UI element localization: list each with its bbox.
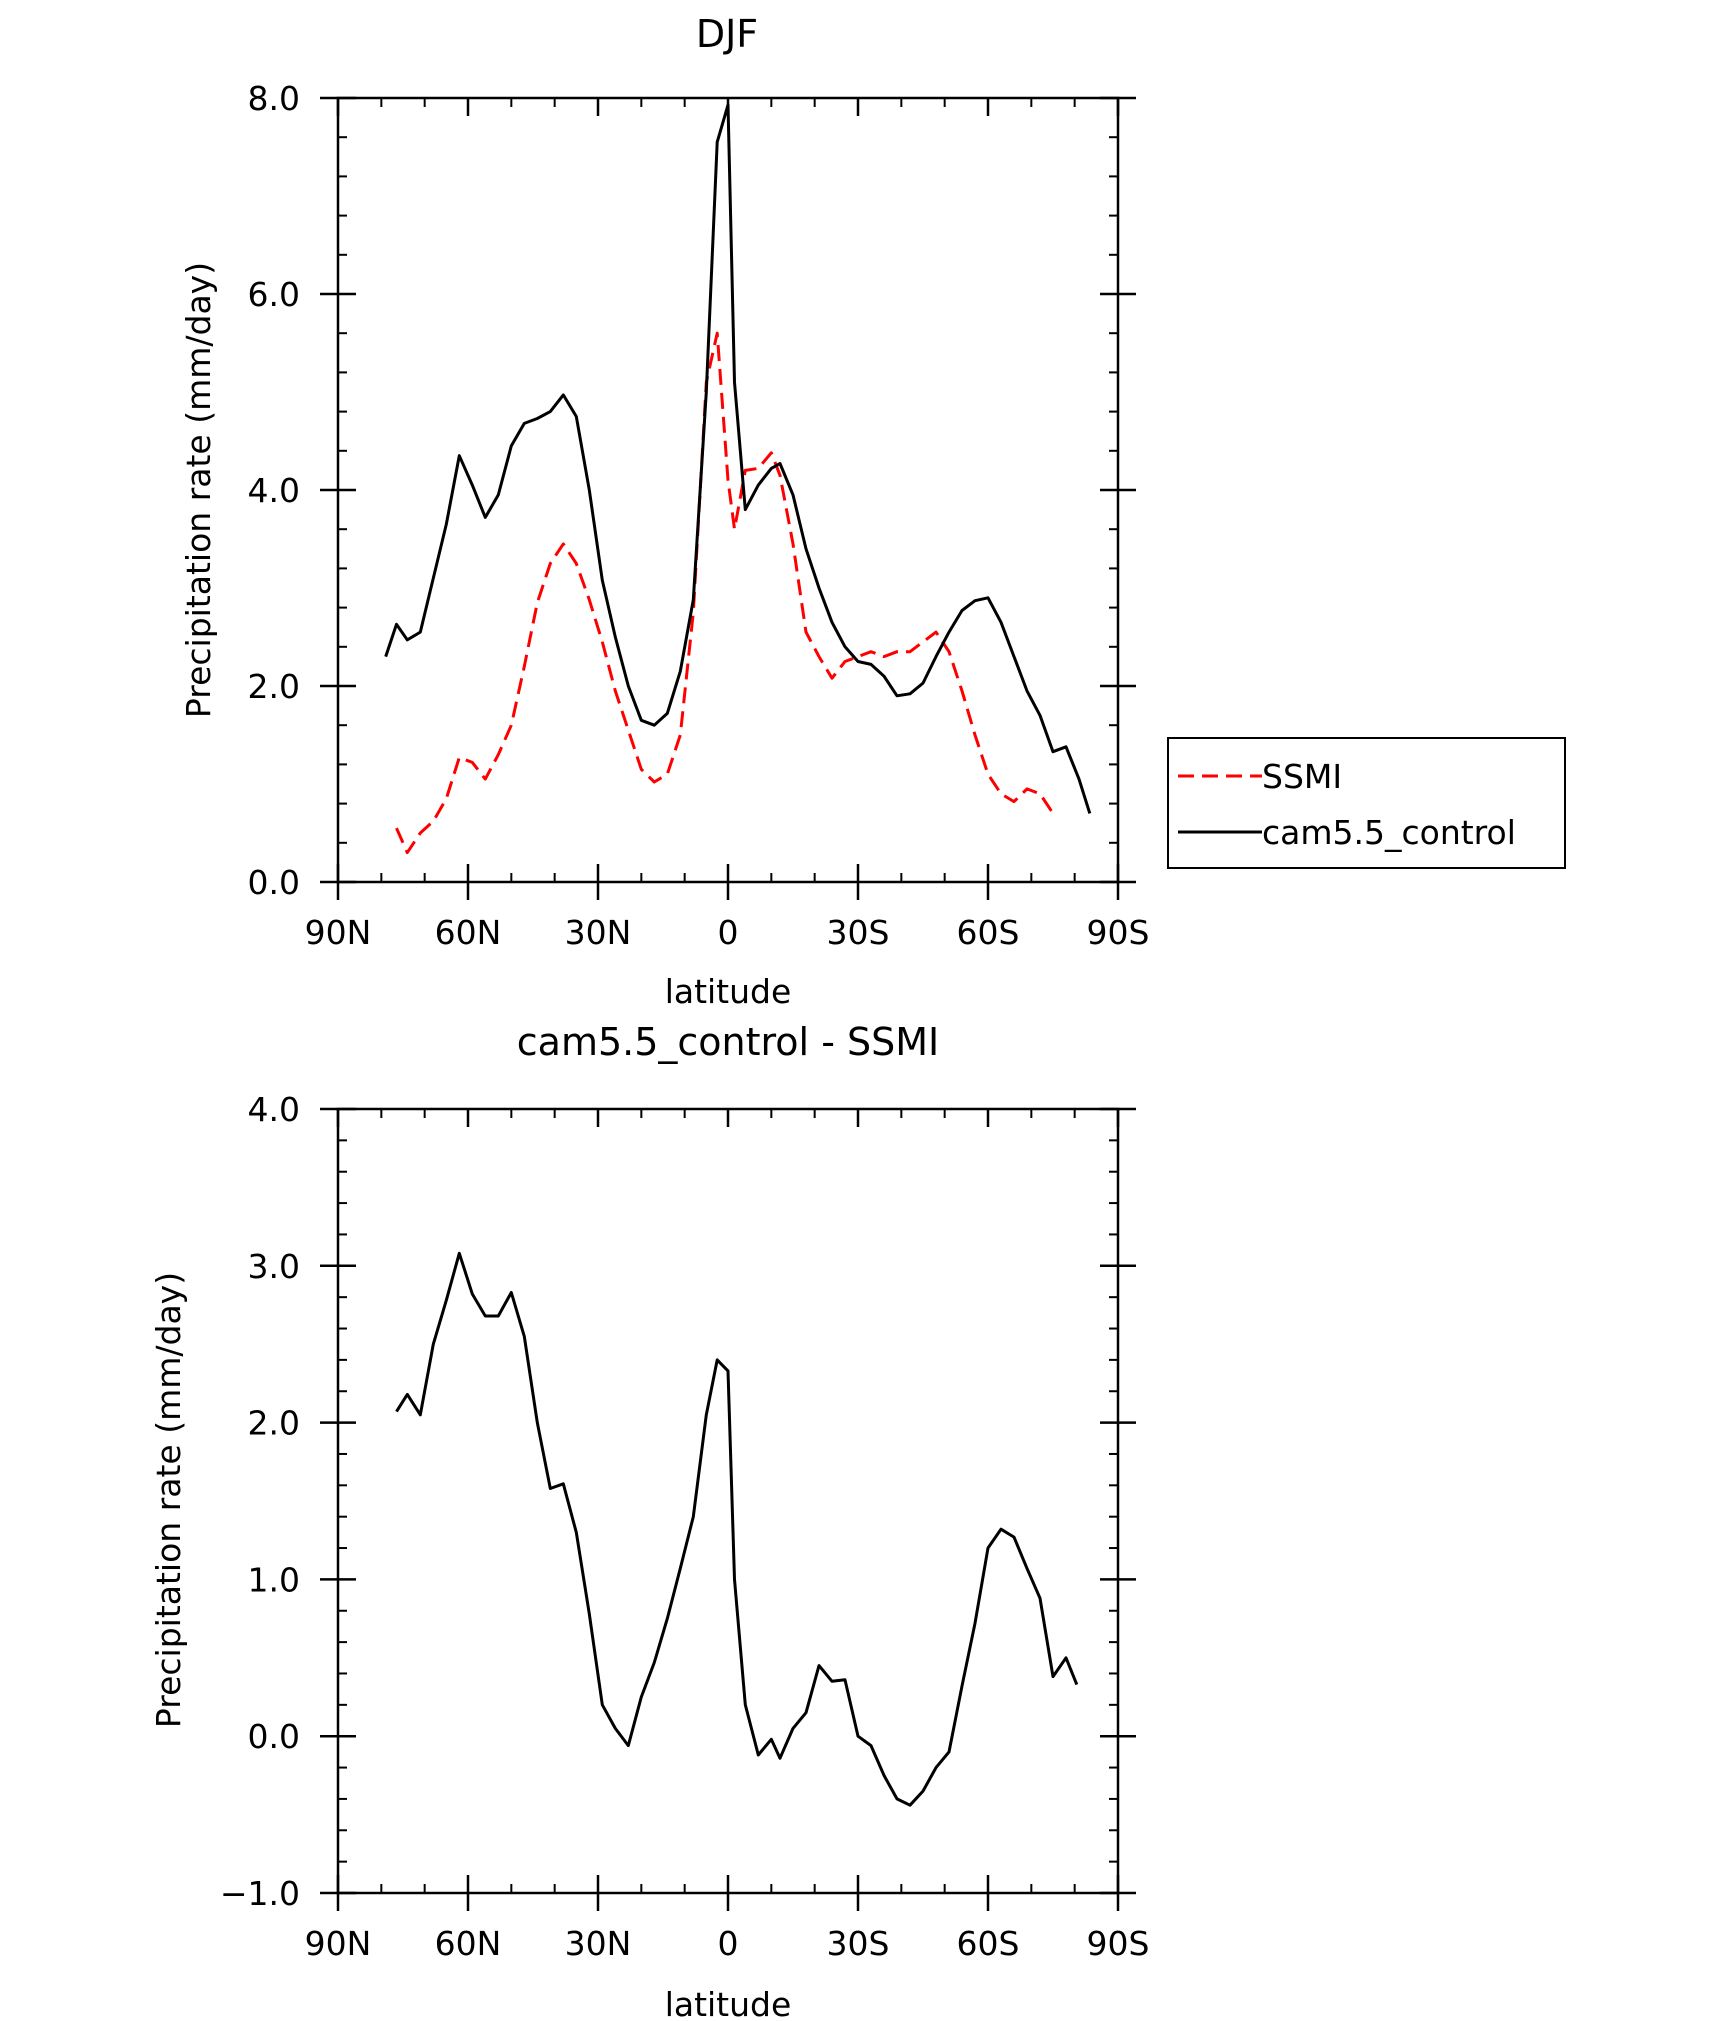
legend-label-cam55-control: cam5.5_control [1262,813,1516,852]
x-tick-label: 0 [718,913,739,952]
plot-frame [336,96,1120,884]
y-axis-label: Precipitation rate (mm/day) [179,262,218,718]
series-line-ssmi [395,331,1055,855]
y-tick-label: 6.0 [248,275,300,314]
y-tick-label: 3.0 [248,1247,300,1286]
x-tick-label: 60N [435,1924,502,1963]
plot-lines [384,103,1092,855]
panel-djf: DJF 90N 60N 30N 0 30S 60S 90S 0.02.04.06.08.0 … [179,12,1566,1011]
y-tick-label: 0.0 [248,863,300,902]
panel-difference: cam5.5_control - SSMI 90N 60N 30N 0 30S 60S 90… [149,1020,1149,2021]
y-tick-labels: 0.0 2.0 4.0 6.0 8.0 [248,79,300,902]
series-line-cam5-5-control [384,103,1092,814]
axis-ticks [320,96,1136,900]
y-tick-label: 2.0 [248,667,300,706]
x-tick-labels: 90N 60N 30N 0 30S 60S 90S [305,1924,1150,1963]
x-tick-label: 60S [957,913,1020,952]
y-axis-label: Precipitation rate (mm/day) [149,1272,188,1728]
x-tick-label: 90S [1087,913,1150,952]
x-tick-label: 90N [305,1924,372,1963]
y-tick-label: 1.0 [248,1560,300,1599]
x-tick-label: 30N [565,1924,632,1963]
legend: SSMI cam5.5_control [1167,737,1566,869]
y-tick-label: 2.0 [248,1404,300,1443]
x-tick-label: 30S [827,1924,890,1963]
x-tick-label: 30S [827,913,890,952]
plot-lines [395,1251,1079,1807]
x-tick-label: 60S [957,1924,1020,1963]
legend-label-ssmi: SSMI [1262,757,1342,796]
y-tick-label: 4.0 [248,471,300,510]
chart-title: DJF [696,12,758,56]
x-axis-label: latitude [665,1985,792,2021]
axis-ticks [320,1107,1136,1911]
y-tick-labels: −1.0 0.0 1.0 2.0 3.0 4.0 [220,1090,300,1913]
x-tick-label: 60N [435,913,502,952]
x-axis-label: latitude [665,972,792,1011]
plot-frame [336,1107,1120,1895]
y-tick-label: 0.0 [248,1717,300,1756]
series-line-cam5-5-control-ssmi [395,1251,1079,1807]
x-tick-label: 30N [565,913,632,952]
y-tick-label: −1.0 [220,1874,300,1913]
x-tick-label: 90S [1087,1924,1150,1963]
x-tick-label: 0 [718,1924,739,1963]
x-tick-label: 90N [305,913,372,952]
legend-box [1167,737,1566,869]
y-tick-label: 4.0 [248,1090,300,1129]
x-tick-labels: 90N 60N 30N 0 30S 60S 90S [305,913,1150,952]
y-tick-label: 8.0 [248,79,300,118]
chart-title: cam5.5_control - SSMI [517,1020,939,1064]
